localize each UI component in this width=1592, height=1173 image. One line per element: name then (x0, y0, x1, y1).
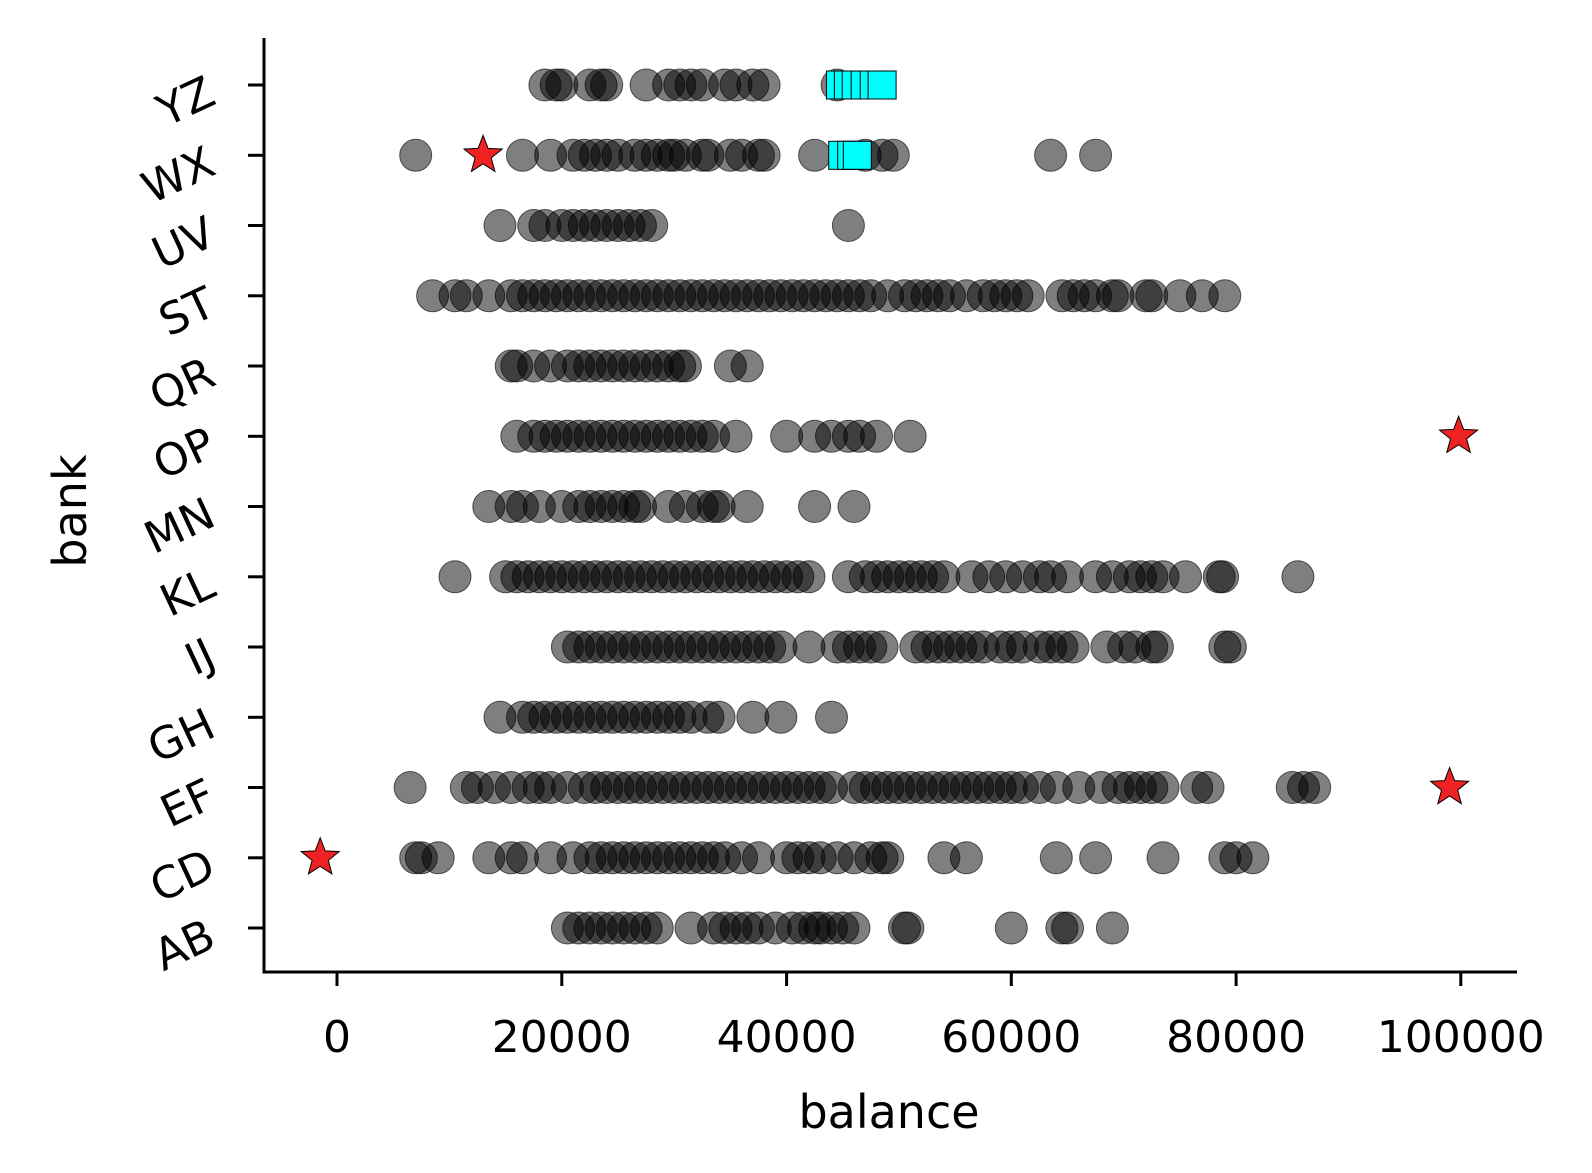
square-point (867, 70, 897, 100)
y-tick-label: EF (153, 769, 223, 838)
scatter-point (770, 419, 804, 453)
scatter-point (927, 560, 961, 594)
y-tick-label: QR (142, 348, 223, 422)
y-tick-label: ST (151, 277, 222, 346)
scatter-point (668, 349, 702, 383)
scatter-point (1079, 138, 1113, 172)
scatter-point (1206, 560, 1240, 594)
scatter-point (792, 630, 826, 664)
scatter-point (730, 490, 764, 523)
scatter-point (871, 841, 905, 875)
x-tick-label: 100000 (1377, 1012, 1545, 1063)
scatter-point (624, 490, 657, 523)
scatter-point (1236, 841, 1270, 875)
scatter-point (1034, 138, 1068, 172)
scatter-point (1039, 841, 1073, 875)
scatter-point (1079, 841, 1113, 875)
x-axis-title: balance (798, 1085, 979, 1139)
scatter-point (798, 138, 832, 172)
scatter-point (736, 700, 770, 734)
scatter-point (393, 771, 427, 804)
y-tick-label: IJ (178, 629, 223, 686)
scatter-point (764, 630, 798, 664)
scatter-point (1213, 630, 1247, 664)
scatter-point (1146, 771, 1180, 804)
star-points-layer (299, 133, 1479, 876)
scatter-point (837, 490, 871, 523)
y-tick-label: GH (140, 699, 222, 774)
scatter-point (865, 630, 899, 664)
scatter-point (831, 209, 865, 242)
y-axis-title: bank (43, 454, 97, 568)
star-point (1438, 414, 1479, 454)
y-tick-label: OP (146, 418, 223, 490)
scatter-point (1101, 279, 1135, 313)
scatter-point (1056, 630, 1090, 664)
star-point (462, 133, 504, 173)
scatter-point (702, 700, 736, 734)
circle-points-layer (393, 68, 1332, 945)
scatter-point (891, 911, 925, 945)
scatter-point (719, 419, 753, 453)
scatter-point (792, 560, 826, 594)
scatter-point (590, 68, 624, 102)
x-tick-label: 80000 (1166, 1012, 1306, 1063)
scatter-point (949, 841, 983, 875)
scatter-point (730, 349, 764, 383)
square-point (842, 140, 872, 170)
scatter-point (994, 911, 1028, 945)
scatter-point (1281, 560, 1315, 594)
y-tick-label: AB (146, 910, 222, 982)
scatter-point (1191, 771, 1225, 804)
scatter-point (1135, 279, 1169, 313)
scatter-point (1051, 560, 1084, 594)
y-tick-label: CD (143, 840, 223, 914)
scatter-point (1169, 560, 1202, 594)
scatter-point (1011, 279, 1045, 313)
scatter-point (1208, 279, 1242, 313)
x-tick-label: 40000 (717, 1012, 857, 1063)
scatter-point (860, 419, 893, 453)
star-point (1429, 766, 1470, 805)
square-points-layer (826, 70, 897, 170)
x-tick-label: 60000 (941, 1012, 1081, 1063)
scatter-point (1298, 771, 1332, 804)
x-ticks: 0 20000 40000 60000 80000 100000 (323, 972, 1545, 1063)
y-tick-label: YZ (149, 67, 223, 138)
scatter-point (1095, 911, 1129, 945)
scatter-point (742, 841, 775, 875)
y-tick-label: KL (153, 558, 223, 627)
scatter-point (483, 209, 517, 242)
scatter-point (421, 841, 455, 875)
x-tick-label: 0 (323, 1012, 351, 1063)
x-tick-label: 20000 (492, 1012, 632, 1063)
scatter-point (764, 700, 798, 734)
scatter-point (399, 138, 433, 172)
scatter-point (545, 68, 579, 102)
scatter-point (438, 560, 472, 594)
scatter-point (837, 911, 871, 945)
y-tick-label: UV (145, 207, 223, 280)
scatter-point (893, 419, 927, 453)
scatter-point (1146, 841, 1180, 875)
y-tick-label: MN (137, 488, 223, 564)
scatter-point (747, 68, 781, 102)
scatter-point (506, 138, 539, 172)
scatter-point (747, 138, 781, 172)
scatter-point (640, 911, 674, 945)
scatter-point (815, 700, 848, 734)
scatter-point (876, 138, 910, 172)
y-tick-label: WX (134, 137, 222, 214)
scatter-point (1140, 630, 1174, 664)
scatter-point (798, 490, 832, 523)
scatter-point (1051, 911, 1084, 945)
scatter-point (702, 490, 736, 523)
scatter-point (506, 841, 539, 875)
scatter-point (635, 209, 669, 242)
star-point (299, 836, 341, 876)
